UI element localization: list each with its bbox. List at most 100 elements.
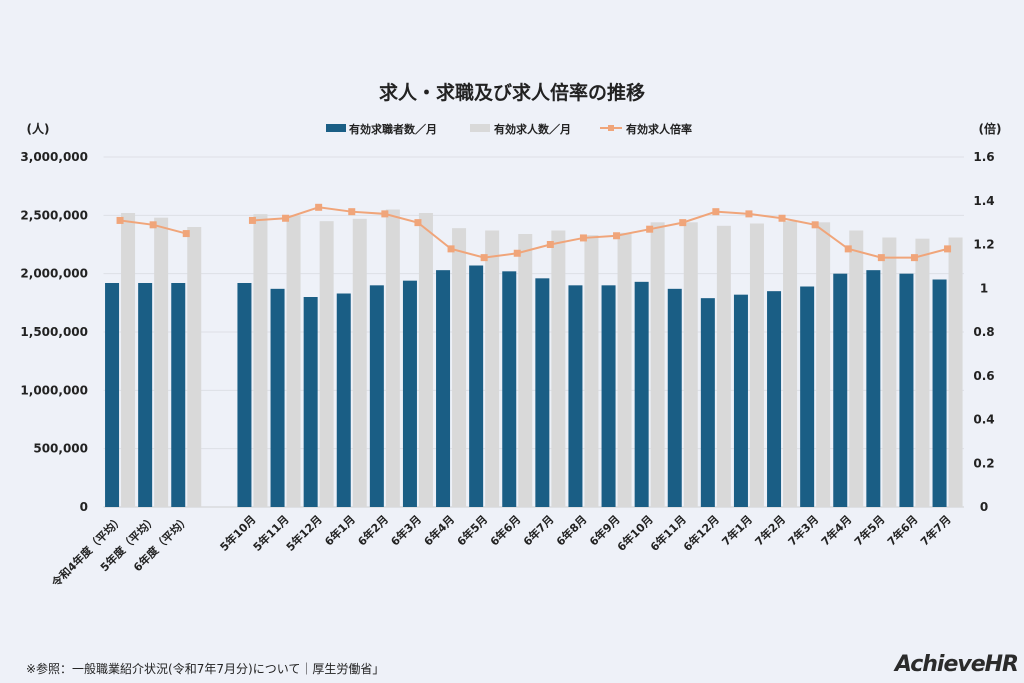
x-tick-label: 6年5月: [454, 512, 490, 548]
bar-openings: [154, 217, 169, 507]
x-tick-label: 6年1月: [322, 512, 358, 548]
legend: 有効求職者数／月 有効求人数／月 有効求人倍率: [326, 122, 692, 136]
bar-openings: [617, 232, 632, 508]
bar-seekers: [899, 273, 914, 507]
ratio-point: [546, 241, 554, 248]
bar-openings: [816, 222, 831, 508]
bar-openings: [121, 213, 136, 507]
y-left-tick-label: 1,500,000: [20, 325, 88, 339]
ratio-point: [182, 230, 190, 238]
bar-openings: [485, 230, 500, 507]
x-tick-label: 7年1月: [719, 512, 755, 548]
ratio-point: [579, 234, 587, 242]
y-right-unit: (倍): [979, 121, 1002, 136]
logo-main: Achieve: [894, 652, 986, 677]
bar-openings: [915, 238, 930, 507]
bar-openings: [783, 221, 798, 507]
bar-openings: [948, 237, 963, 507]
bar-seekers: [535, 278, 550, 507]
bar-seekers: [105, 283, 120, 507]
y-right-tick-label: 1.4: [973, 194, 994, 208]
x-tick-label: 5年度（平均）: [97, 512, 159, 574]
legend-marker-ratio: [608, 125, 614, 131]
bar-seekers: [237, 283, 252, 507]
bar-openings: [749, 223, 764, 507]
bar-openings: [650, 222, 665, 508]
ratio-point: [778, 214, 786, 222]
ratio-point: [513, 249, 521, 257]
bar-openings: [882, 237, 897, 507]
legend-label-openings: 有効求人数／月: [494, 122, 571, 136]
bar-seekers: [866, 270, 881, 507]
legend-swatch-openings: [470, 124, 490, 132]
ratio-point: [844, 245, 852, 253]
y-left-tick-label: 3,000,000: [20, 150, 88, 164]
y-right-tick-label: 0.6: [973, 369, 994, 383]
ratio-point: [447, 245, 455, 253]
ratio-point: [944, 245, 952, 253]
bar-seekers: [469, 265, 484, 507]
y-right-tick-label: 0.8: [973, 325, 994, 339]
bar-seekers: [767, 291, 782, 507]
y-right-tick-label: 0.2: [973, 456, 994, 470]
ratio-line: [252, 206, 948, 259]
chart-title: 求人・求職及び求人倍率の推移: [379, 81, 645, 104]
bar-seekers: [138, 283, 153, 507]
x-tick-label: 7年2月: [752, 512, 788, 548]
bar-seekers: [303, 297, 318, 507]
ratio-point: [116, 216, 124, 224]
ratio-point: [149, 221, 157, 229]
ratio-point: [910, 254, 918, 262]
bar-seekers: [932, 279, 947, 507]
ratio-point: [646, 225, 654, 233]
bar-openings: [551, 230, 566, 507]
bar-openings: [418, 213, 433, 507]
ratio-point: [745, 210, 753, 218]
bar-seekers: [733, 294, 748, 507]
bar-seekers: [402, 280, 417, 507]
ratio-point: [248, 216, 256, 224]
x-tick-label: 6年8月: [553, 512, 589, 548]
x-tick-label: 6年6月: [487, 512, 523, 548]
x-tick-label: 7年5月: [851, 512, 887, 548]
bar-openings: [683, 222, 698, 508]
x-tick-label: 6年4月: [421, 512, 457, 548]
bar-seekers: [436, 270, 451, 507]
ratio-point: [712, 208, 720, 216]
bar-seekers: [700, 298, 715, 507]
ratio-point: [282, 214, 290, 222]
bar-seekers: [833, 273, 848, 507]
x-tick-label: 6年3月: [388, 512, 424, 548]
bar-seekers: [270, 288, 285, 507]
y-left-tick-label: 500,000: [33, 442, 88, 456]
y-right-tick-label: 1.2: [973, 238, 994, 252]
x-tick-label: 7年4月: [818, 512, 854, 548]
y-left-unit: (人): [27, 121, 50, 136]
ratio-point: [414, 219, 422, 227]
y-right-tick-label: 0.4: [973, 413, 994, 427]
bar-openings: [352, 218, 367, 508]
x-tick-label: 5年12月: [283, 512, 325, 554]
x-tick-label: 6年7月: [520, 512, 556, 548]
ratio-point: [315, 203, 323, 211]
bar-openings: [518, 234, 533, 507]
bar-openings: [385, 209, 400, 507]
legend-label-ratio: 有効求人倍率: [626, 122, 692, 136]
y-right-tick-label: 1: [980, 281, 988, 295]
bar-openings: [253, 214, 268, 507]
x-tick-label: 7年6月: [884, 512, 920, 548]
ratio-point: [381, 210, 389, 218]
bar-openings: [849, 230, 864, 507]
bar-openings: [716, 225, 731, 508]
bar-seekers: [601, 285, 616, 507]
bar-seekers: [502, 271, 517, 507]
ratio-point: [811, 221, 819, 229]
ratio-point: [877, 254, 885, 262]
bar-seekers: [667, 288, 682, 507]
ratio-point: [480, 254, 488, 262]
y-left-tick-label: 2,000,000: [20, 267, 88, 281]
source-note: ※参照：一般職業紹介状況(令和7年7月分)について｜厚生労働省」: [26, 662, 385, 676]
bar-seekers: [336, 293, 351, 507]
bar-openings: [584, 235, 599, 507]
